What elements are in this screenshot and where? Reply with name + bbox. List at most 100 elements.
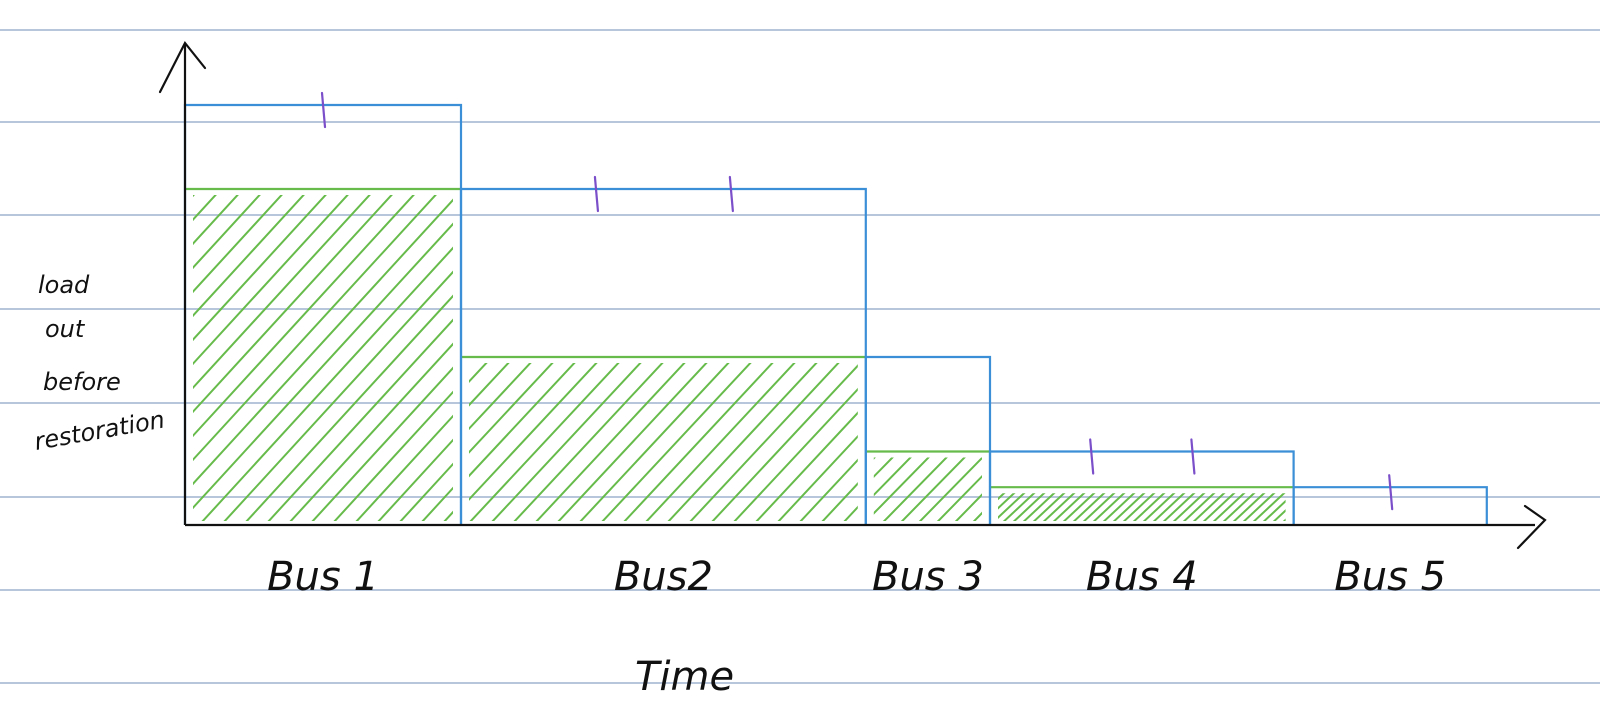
shade-stroke xyxy=(399,462,453,521)
shade-stroke xyxy=(936,474,982,521)
shade-stroke xyxy=(882,457,948,521)
shade-stroke xyxy=(193,195,349,366)
shade-stroke xyxy=(469,363,510,407)
shade-stroke xyxy=(0,193,151,523)
tick-mark xyxy=(1388,474,1394,511)
shade-stroke xyxy=(1122,493,1156,522)
bus-label: Bus2 xyxy=(614,554,713,600)
shade-stroke xyxy=(355,414,453,521)
shade-stroke xyxy=(1292,491,1326,523)
tick-marks xyxy=(320,91,1394,511)
shade-stroke xyxy=(333,390,453,521)
shade-stroke xyxy=(667,363,818,521)
shade-stroke xyxy=(491,363,642,521)
tick-mark xyxy=(1190,438,1196,475)
y-label-line-3: before xyxy=(43,368,121,396)
tick-mark xyxy=(320,91,327,129)
bus-labels: Bus 1 Bus2 Bus 3 Bus 4 Bus 5 xyxy=(267,554,1446,600)
shade-stroke xyxy=(1212,493,1246,522)
shade-stroke xyxy=(289,342,453,521)
tick-mark xyxy=(728,175,734,213)
tick-mark xyxy=(593,175,600,213)
shade-stroke xyxy=(513,363,664,521)
shade-stroke xyxy=(601,363,752,521)
shade-stroke xyxy=(1252,493,1286,522)
shade-stroke xyxy=(193,195,437,462)
shade-stroke xyxy=(1102,493,1136,522)
y-axis-label: load out before restoration xyxy=(32,271,167,456)
axes xyxy=(158,40,1547,550)
shade-stroke xyxy=(998,493,1006,501)
shade-stroke xyxy=(972,511,982,521)
shade-stroke xyxy=(777,434,858,521)
shade-stroke xyxy=(998,493,1016,510)
shade-stroke xyxy=(1072,493,1106,522)
shade-stroke xyxy=(1092,493,1126,522)
shade-stroke xyxy=(873,457,894,479)
shade-stroke xyxy=(821,482,858,521)
shade-stroke xyxy=(1142,493,1176,522)
shade-stroke xyxy=(193,195,327,342)
shade-stroke xyxy=(962,491,996,523)
bus-label: Bus 1 xyxy=(267,554,379,600)
y-label-line-1: load xyxy=(38,271,90,299)
x-axis-title: Time xyxy=(635,654,734,700)
shade-stroke xyxy=(1162,493,1196,522)
shade-stroke xyxy=(201,246,453,521)
shade-stroke xyxy=(223,270,453,521)
shade-stroke xyxy=(900,457,966,521)
bus-outline xyxy=(864,355,992,525)
shade-stroke xyxy=(469,363,576,478)
shade-stroke xyxy=(799,458,858,521)
shade-stroke xyxy=(1042,493,1076,522)
shade-stroke xyxy=(1222,493,1256,522)
shade-stroke xyxy=(193,198,453,486)
shade-stroke xyxy=(733,387,858,521)
shade-region xyxy=(962,491,1336,523)
shade-stroke xyxy=(1172,493,1206,522)
shade-stroke xyxy=(377,438,453,521)
shade-stroke xyxy=(1182,493,1216,522)
shade-stroke xyxy=(1202,493,1236,522)
shade-stroke xyxy=(755,411,858,521)
shade-stroke xyxy=(1282,518,1286,522)
bus-outline-steps xyxy=(183,103,1488,525)
tick-mark xyxy=(1089,438,1095,475)
shade-stroke xyxy=(469,363,532,431)
shade-stroke xyxy=(1302,491,1336,523)
shade-stroke xyxy=(645,363,796,521)
shade-stroke xyxy=(998,493,1026,519)
shade-stroke xyxy=(1232,493,1266,522)
shade-stroke xyxy=(1022,493,1056,522)
shade-stroke xyxy=(1002,493,1036,522)
shade-stroke xyxy=(689,363,840,521)
y-label-line-2: out xyxy=(45,315,86,343)
shade-stroke xyxy=(918,457,982,521)
shade-stroke xyxy=(1052,493,1086,522)
shade-stroke xyxy=(1062,493,1096,522)
shade-stroke xyxy=(1192,493,1226,522)
y-axis-arrowhead-icon xyxy=(158,40,207,94)
shade-stroke xyxy=(193,195,283,294)
shade-stroke xyxy=(792,456,858,524)
shade-stroke xyxy=(579,363,730,521)
shade-stroke xyxy=(1032,493,1066,522)
x-axis-arrowhead-icon xyxy=(1516,504,1547,550)
shade-stroke xyxy=(469,363,598,501)
shade-region xyxy=(469,363,858,521)
shade-stroke xyxy=(469,363,620,521)
bus-label: Bus 5 xyxy=(1334,554,1446,600)
shade-stroke xyxy=(873,457,912,497)
shade-stroke xyxy=(311,366,453,521)
shade-stroke xyxy=(469,363,554,454)
shade-stroke xyxy=(193,195,415,438)
shade-stroke xyxy=(1262,499,1286,522)
shade-stroke xyxy=(873,457,930,515)
shade-stroke xyxy=(1082,493,1116,522)
shade-stroke xyxy=(1152,493,1186,522)
shade-stroke xyxy=(193,195,195,198)
y-label-line-4: restoration xyxy=(32,405,167,455)
shade-stroke xyxy=(193,195,393,414)
shade-stroke xyxy=(557,363,708,521)
